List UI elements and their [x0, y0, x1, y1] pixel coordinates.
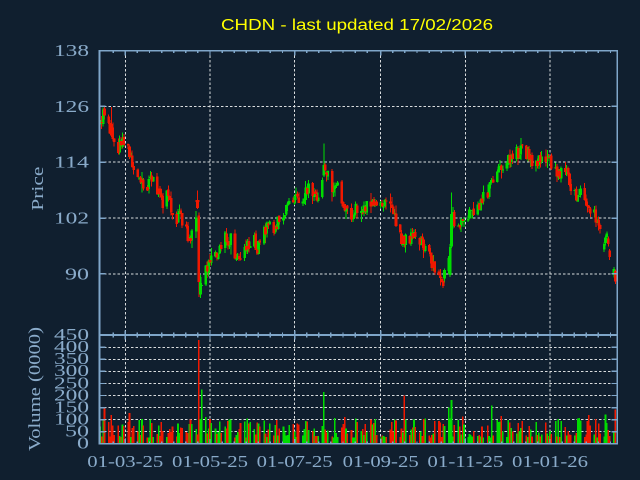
- svg-text:01-01-26: 01-01-26: [512, 452, 588, 471]
- svg-text:Volume (0000): Volume (0000): [25, 327, 44, 451]
- svg-text:400: 400: [54, 337, 89, 356]
- svg-text:200: 200: [54, 385, 89, 404]
- svg-text:114: 114: [54, 153, 90, 172]
- svg-text:Price: Price: [28, 167, 47, 211]
- svg-text:100: 100: [54, 409, 89, 428]
- svg-text:450: 450: [54, 325, 89, 344]
- svg-text:126: 126: [54, 97, 89, 116]
- svg-text:350: 350: [54, 349, 89, 368]
- svg-text:250: 250: [54, 373, 89, 392]
- svg-text:102: 102: [54, 209, 89, 228]
- svg-text:0: 0: [77, 434, 89, 453]
- svg-text:CHDN - last updated 17/02/2026: CHDN - last updated 17/02/2026: [221, 17, 493, 34]
- svg-text:01-03-25: 01-03-25: [87, 452, 163, 471]
- svg-text:50: 50: [65, 422, 89, 441]
- svg-text:300: 300: [54, 361, 89, 380]
- svg-text:01-09-25: 01-09-25: [343, 452, 419, 471]
- svg-text:01-07-25: 01-07-25: [257, 452, 333, 471]
- svg-text:150: 150: [54, 397, 89, 416]
- svg-text:90: 90: [65, 264, 89, 283]
- svg-text:01-05-25: 01-05-25: [172, 452, 248, 471]
- svg-text:138: 138: [54, 41, 89, 60]
- svg-text:01-11-25: 01-11-25: [427, 452, 503, 471]
